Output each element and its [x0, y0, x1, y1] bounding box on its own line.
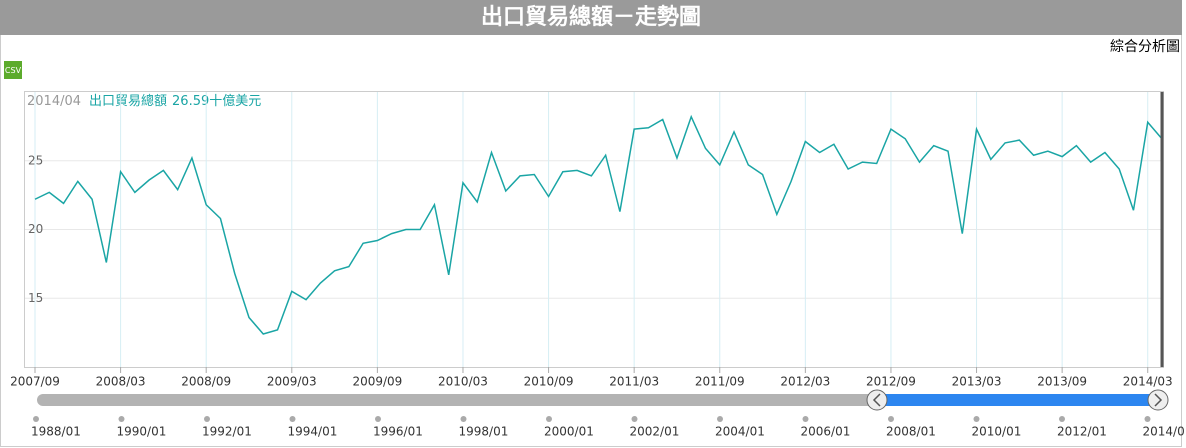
x-tick-label: 2010/03: [438, 375, 488, 389]
navigator-dot: [631, 416, 638, 422]
navigator-dot: [802, 416, 809, 422]
x-tick-label: 2007/09: [10, 375, 60, 389]
navigator-label: 2012/01: [1057, 425, 1107, 439]
tooltip-series: 出口貿易總額: [89, 93, 167, 109]
x-tick-label: 2011/03: [609, 375, 659, 389]
navigator-dot: [1144, 416, 1151, 422]
navigator-dot: [1059, 416, 1065, 422]
navigator-label: 1990/01: [117, 425, 167, 439]
navigator-dot: [289, 416, 296, 422]
navigator-label: 2014/01: [1143, 425, 1186, 439]
x-tick-label: 2014/03: [1123, 375, 1173, 389]
x-tick-label: 2009/03: [267, 375, 317, 389]
navigator-label: 1998/01: [459, 425, 509, 439]
x-tick-label: 2012/03: [780, 375, 830, 389]
navigator-dot: [888, 416, 894, 422]
y-tick-label: 20: [28, 222, 43, 236]
handle-arrow: [872, 393, 881, 407]
x-tick-label: 2011/09: [695, 375, 745, 389]
navigator-label: 1996/01: [373, 425, 423, 439]
tooltip-unit: 十億美元: [209, 93, 261, 109]
navigator-dot: [546, 416, 552, 422]
navigator-label: 1988/01: [31, 425, 81, 439]
title-bar: [0, 0, 1182, 35]
y-tick-label: 25: [28, 153, 43, 167]
navigator-dot: [33, 416, 39, 422]
y-tick-label: 15: [28, 291, 43, 305]
navigator-dot: [717, 416, 723, 422]
navigator-label: 2004/01: [715, 425, 765, 439]
navigator-handle[interactable]: [866, 389, 888, 411]
x-tick-label: 2012/09: [866, 375, 916, 389]
navigator-dot: [460, 416, 467, 422]
navigator-handle[interactable]: [1147, 389, 1169, 411]
navigator-label: 1994/01: [288, 425, 338, 439]
chart-title: 出口貿易總額－走勢圖: [481, 4, 701, 30]
navigator-label: 2010/01: [972, 425, 1022, 439]
navigator-label: 2006/01: [801, 425, 851, 439]
line: [34, 114, 1163, 335]
navigator-label: 1992/01: [202, 425, 252, 439]
handle-arrow: [1154, 393, 1163, 407]
navigator-selection: [877, 394, 1158, 406]
tooltip-date: 2014/04: [27, 94, 81, 109]
navigator-label: 2008/01: [886, 425, 936, 439]
x-tick-label: 2013/03: [952, 375, 1002, 389]
navigator-dot: [118, 416, 125, 422]
menu-link[interactable]: 綜合分析圖: [1110, 39, 1180, 55]
x-tick-label: 2008/03: [96, 375, 146, 389]
navigator-track: [37, 394, 877, 406]
navigator-dot: [973, 416, 980, 422]
x-tick-label: 2009/09: [352, 375, 402, 389]
x-tick-label: 2013/09: [1037, 375, 1087, 389]
navigator-label: 2000/01: [544, 425, 594, 439]
tooltip-value: 26.59: [172, 94, 209, 109]
navigator-dot: [375, 416, 381, 422]
navigator-label: 2002/01: [630, 425, 680, 439]
csv-label[interactable]: CSV: [5, 66, 22, 75]
x-tick-label: 2008/09: [181, 375, 231, 389]
tooltip: 2014/04 出口貿易總額 26.59十億美元: [27, 93, 261, 109]
csv-button[interactable]: [4, 61, 22, 79]
x-tick-label: 2010/09: [524, 375, 574, 389]
navigator-dot: [204, 416, 210, 422]
